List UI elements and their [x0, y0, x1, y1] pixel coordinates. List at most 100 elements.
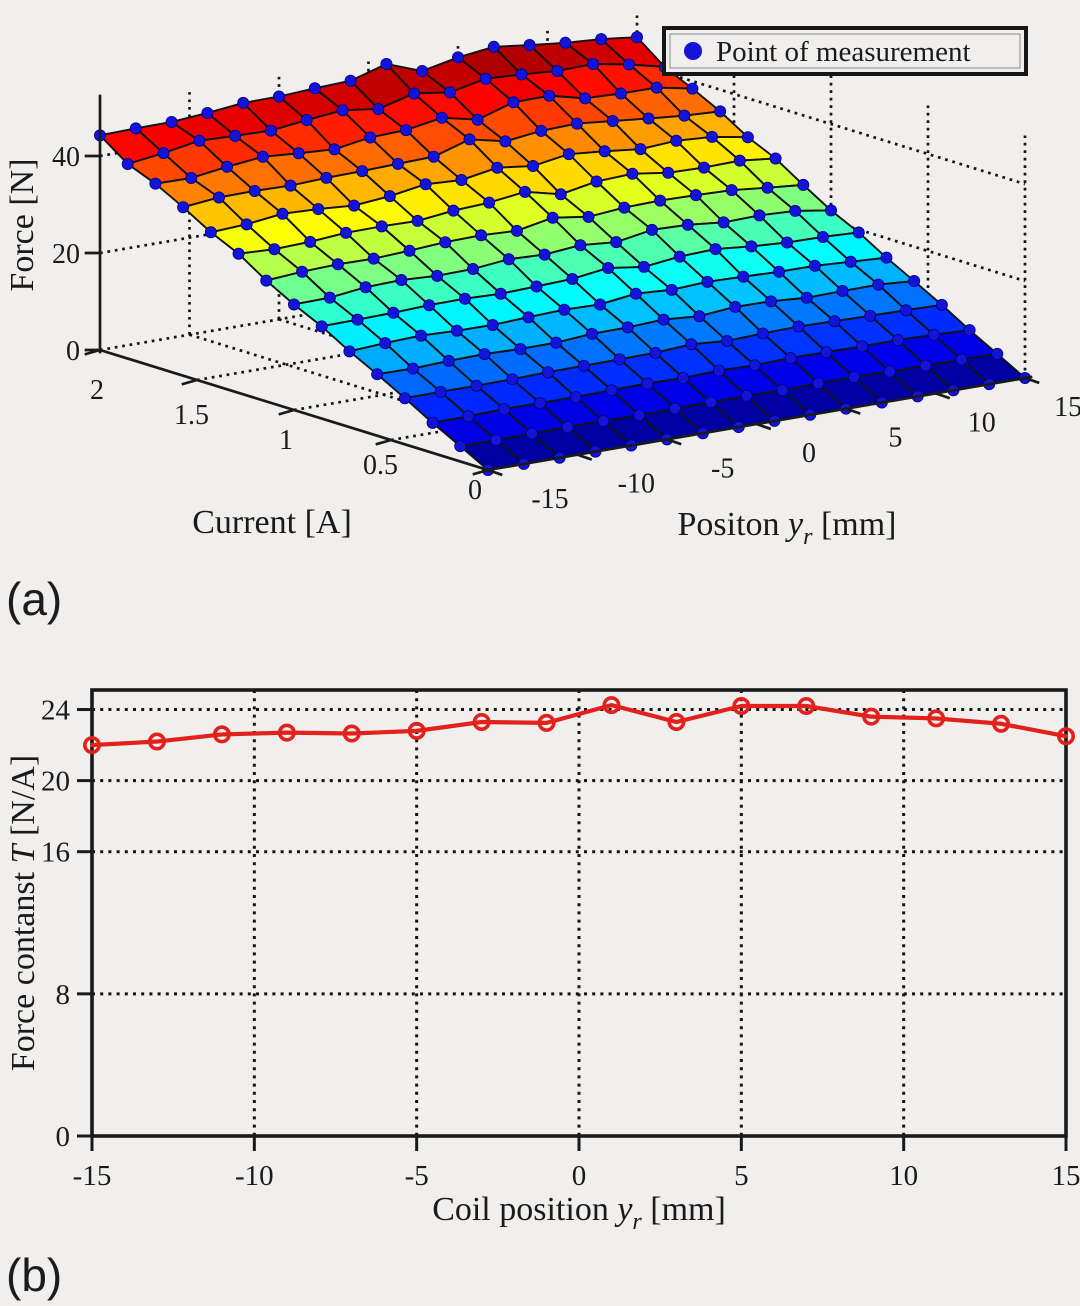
y-axis-tick-label: 16 — [41, 837, 70, 869]
measurement-point — [587, 58, 600, 71]
position-axis-tick — [1023, 376, 1040, 385]
position-axis-tick-label: 15 — [1054, 392, 1080, 423]
measurement-point — [558, 303, 571, 316]
x-axis-tick-label: -5 — [405, 1160, 429, 1192]
current-axis-tick — [84, 348, 102, 356]
measurement-point — [400, 124, 413, 137]
measurement-point — [487, 40, 500, 53]
measurement-point — [665, 283, 678, 296]
measurement-point — [597, 415, 610, 428]
measurement-point — [848, 370, 861, 383]
data-point-marker — [212, 725, 231, 744]
position-axis-tick — [575, 452, 593, 461]
measurement-point — [268, 243, 281, 256]
measurement-point — [697, 161, 710, 174]
measurement-point — [613, 353, 626, 366]
current-axis-tick-label: 1.5 — [174, 400, 209, 431]
measurement-point — [185, 172, 198, 185]
measurement-point — [411, 214, 424, 227]
measurement-point — [454, 440, 467, 453]
measurement-point — [550, 336, 563, 349]
measurement-point — [880, 251, 893, 264]
measurement-point — [678, 109, 691, 122]
legend-box — [662, 26, 1028, 76]
force-constant-line-chart: 0 8 16 20 24 -15 -10 -5 0 5 10 15 Coil position yr [… — [5, 688, 1080, 1235]
measurement-point — [908, 275, 921, 288]
measurement-point — [240, 218, 253, 231]
measurement-point — [745, 240, 758, 253]
measurement-point — [515, 68, 528, 81]
measurement-point — [212, 191, 225, 204]
measurement-point — [533, 397, 546, 410]
z-axis-tick-label: 0 — [66, 336, 80, 367]
x-axis-tick-label: -10 — [235, 1160, 274, 1192]
measurement-point — [284, 179, 297, 192]
measurement-point — [339, 226, 352, 239]
measurement-point — [919, 359, 932, 372]
measurement-point — [654, 194, 667, 207]
measurement-point — [232, 247, 245, 260]
measurement-point — [408, 87, 421, 100]
measurement-point — [434, 385, 447, 398]
z-axis-title: Force [N] — [4, 158, 41, 291]
measurement-point — [561, 421, 574, 434]
measurement-point — [398, 392, 411, 405]
position-axis-tick-label: 0 — [802, 438, 816, 469]
measurement-point — [450, 324, 463, 337]
measurement-point — [272, 90, 285, 103]
measurement-point — [714, 105, 727, 118]
measurement-point — [229, 129, 242, 142]
measurement-point — [836, 285, 849, 298]
measurement-point — [463, 133, 476, 146]
measurement-point — [825, 204, 838, 217]
measurement-point — [129, 122, 142, 135]
measurement-point — [725, 184, 738, 197]
measurement-point — [704, 396, 717, 409]
legend-label: Point of measurement — [716, 36, 971, 68]
measurement-point — [642, 112, 655, 125]
measurement-point — [406, 362, 419, 375]
measurement-point — [792, 320, 805, 333]
measurement-point — [650, 81, 663, 94]
measurement-point — [789, 204, 802, 217]
measurement-point — [416, 65, 429, 78]
measurement-point — [530, 280, 543, 293]
position-axis-tick — [665, 437, 682, 446]
measurement-point — [470, 379, 483, 392]
measurement-point — [237, 96, 250, 109]
measurement-point — [462, 410, 475, 423]
position-axis-tick-label: -15 — [531, 484, 568, 515]
measurement-point — [927, 328, 940, 341]
legend-marker-dot — [684, 42, 702, 60]
measurement-point — [296, 265, 309, 278]
y-axis-tick-label: 20 — [41, 766, 70, 798]
measurement-point — [605, 384, 618, 397]
measurement-point — [574, 239, 587, 252]
measurement-point — [248, 184, 261, 197]
measurement-point — [356, 165, 369, 178]
measurement-point — [595, 33, 608, 46]
measurement-point — [622, 58, 635, 71]
measurement-point — [646, 223, 659, 236]
measurement-point — [781, 236, 794, 249]
measurement-point — [510, 224, 523, 237]
measurement-point — [634, 143, 647, 156]
measurement-point — [121, 157, 134, 170]
data-point-marker — [83, 736, 102, 755]
measurement-point — [535, 124, 548, 137]
measurement-point — [431, 269, 444, 282]
measurement-point — [579, 92, 592, 105]
measurement-point — [559, 36, 572, 49]
position-axis-tick — [754, 422, 772, 431]
measurement-point — [435, 111, 448, 124]
measurement-point — [483, 196, 496, 209]
measurement-point — [343, 345, 356, 358]
x-axis-tick-label: 5 — [734, 1160, 749, 1192]
measurement-point — [475, 229, 488, 242]
y-axis-tick-label: 8 — [56, 979, 71, 1011]
measurement-point — [784, 351, 797, 364]
measurement-point — [776, 384, 789, 397]
measurement-point — [364, 131, 377, 144]
measurement-point — [260, 274, 273, 287]
